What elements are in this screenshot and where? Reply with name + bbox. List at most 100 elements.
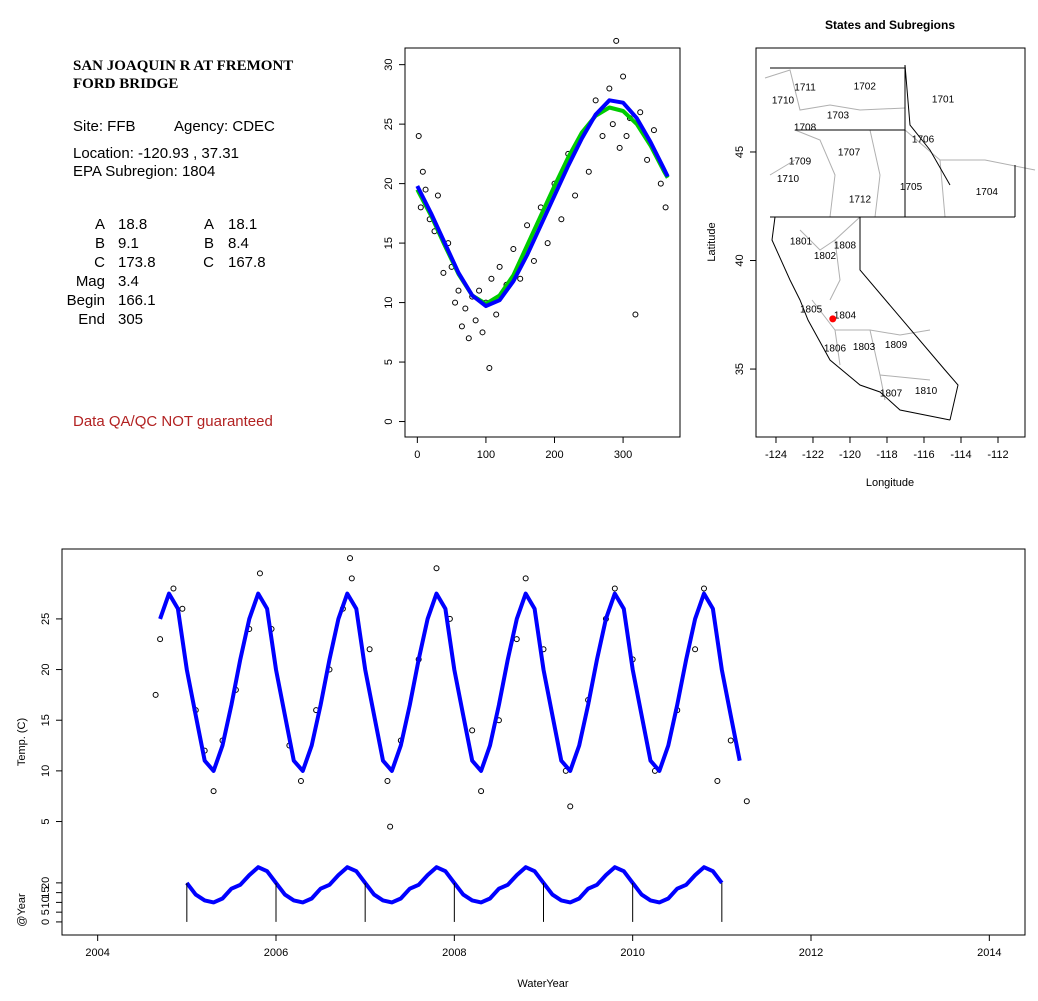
x-tick-label: -120: [839, 449, 861, 461]
y-tick-label: 0: [383, 418, 395, 424]
point: [613, 37, 620, 44]
region-label: 1708: [794, 123, 817, 134]
param-value: 166.1: [118, 292, 156, 309]
y2-tick-label: 0: [40, 919, 52, 925]
y2-tick-label: 15: [40, 887, 52, 899]
y-tick-label: 5: [383, 359, 395, 365]
point: [384, 778, 391, 785]
x-tick-label: 100: [477, 449, 495, 461]
x-tick-label: 2006: [264, 947, 288, 959]
region-label: 1710: [772, 96, 795, 107]
y2-tick-label: 20: [40, 877, 52, 889]
point: [657, 180, 664, 187]
point: [493, 311, 500, 318]
region-label: 1805: [800, 305, 823, 316]
region-label: 1806: [824, 344, 847, 355]
point: [530, 257, 537, 264]
point: [478, 788, 485, 795]
region-label: 1807: [880, 389, 903, 400]
param-label: A: [94, 216, 105, 233]
y2-tick-label: 5: [40, 909, 52, 915]
point: [616, 144, 623, 151]
point: [558, 216, 565, 223]
point: [727, 737, 734, 744]
param-value: 305: [118, 311, 144, 328]
point: [644, 156, 651, 163]
region-label: 1803: [853, 342, 876, 353]
point: [476, 287, 483, 294]
point: [469, 727, 476, 734]
point: [433, 565, 440, 572]
site-marker: [829, 315, 837, 323]
region-label: 1802: [814, 251, 837, 262]
y-axis-title: Temp. (C): [16, 718, 28, 766]
region-label: 1703: [827, 111, 850, 122]
region-label: 1804: [834, 311, 857, 322]
plot-frame: [755, 47, 1026, 438]
point: [522, 575, 529, 582]
point: [348, 575, 355, 582]
param-value: 3.4: [118, 273, 139, 290]
point: [701, 585, 707, 592]
param-label: A: [203, 216, 214, 233]
x-tick-label: 200: [545, 449, 563, 461]
plot-frame: [404, 47, 681, 438]
param-value: 173.8: [118, 254, 156, 271]
point: [479, 329, 486, 336]
x-tick-label: -118: [876, 449, 897, 461]
region-label: 1712: [849, 195, 872, 206]
point: [496, 263, 503, 270]
region-label: 1801: [790, 237, 813, 248]
point: [599, 133, 606, 140]
param-value: 18.8: [118, 216, 148, 233]
point: [455, 287, 462, 294]
point: [297, 778, 304, 785]
param-label: Begin: [66, 292, 105, 309]
point: [650, 127, 657, 134]
x-tick-label: -112: [987, 449, 1008, 461]
point: [422, 186, 429, 193]
param-label: Mag: [75, 273, 105, 290]
point: [210, 788, 217, 795]
param-label: C: [203, 254, 214, 271]
qa-note: Data QA/QC NOT guaranteed: [73, 413, 273, 430]
point: [592, 97, 599, 104]
point: [567, 803, 574, 810]
param-value: 167.8: [228, 254, 266, 271]
point: [170, 585, 177, 592]
region-label: 1707: [838, 148, 861, 159]
y-tick-label: 15: [40, 714, 52, 726]
point: [623, 133, 630, 140]
point: [637, 109, 644, 116]
chart-title: States and Subregions: [825, 18, 955, 32]
plot-frame: [61, 548, 1026, 936]
location: Location: -120.93 , 37.31: [73, 145, 239, 162]
param-label: B: [203, 235, 214, 252]
x-axis-title: WaterYear: [517, 978, 568, 990]
point: [347, 555, 354, 562]
map-boundaries: [764, 64, 1036, 421]
point: [585, 168, 592, 175]
param-value: 8.4: [228, 235, 249, 252]
x-tick-label: -114: [950, 449, 971, 461]
y-tick-label: 10: [40, 765, 52, 777]
x-tick-label: 2008: [442, 947, 466, 959]
point: [692, 646, 699, 653]
y-tick-label: 15: [383, 237, 395, 249]
site-code: Site: FFB: [73, 118, 136, 135]
subregion-lines: [764, 69, 1036, 401]
point: [419, 168, 426, 175]
point: [440, 269, 447, 276]
region-label: 1810: [915, 386, 938, 397]
point: [157, 636, 164, 643]
point: [743, 798, 750, 805]
x-tick-label: -122: [802, 449, 824, 461]
site-title: SAN JOAQUIN R AT FREMONT FORD BRIDGE: [73, 58, 294, 92]
point: [544, 240, 551, 247]
fit-line: [415, 98, 670, 309]
region-label: 1705: [900, 182, 923, 193]
point: [620, 73, 627, 80]
x-axis-title: Longitude: [866, 477, 914, 489]
point: [179, 605, 186, 612]
